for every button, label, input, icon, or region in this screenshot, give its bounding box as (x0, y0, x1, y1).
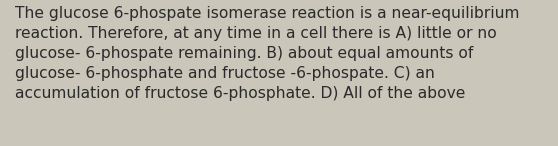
Text: The glucose 6-phospate isomerase reaction is a near-equilibrium
reaction. Theref: The glucose 6-phospate isomerase reactio… (15, 6, 519, 101)
